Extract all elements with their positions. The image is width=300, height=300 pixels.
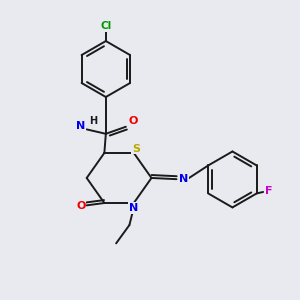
Text: N: N (76, 122, 86, 131)
Text: Cl: Cl (100, 21, 112, 31)
Text: N: N (129, 203, 138, 213)
Text: S: S (132, 143, 140, 154)
Text: O: O (128, 116, 138, 126)
Text: N: N (179, 174, 188, 184)
Text: O: O (76, 201, 86, 211)
Text: H: H (89, 116, 98, 126)
Text: F: F (265, 186, 273, 197)
